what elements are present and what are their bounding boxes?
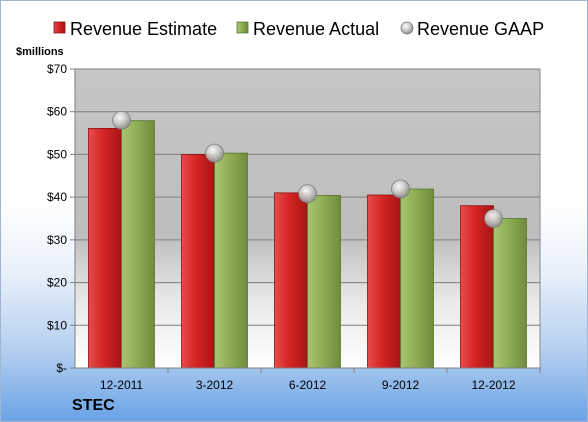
- y-tick-label: $-: [56, 361, 67, 375]
- estimate-bar: [460, 205, 494, 369]
- x-tick-label: 12-2012: [471, 378, 515, 392]
- unit-label: $millions: [16, 46, 64, 58]
- y-tick-label: $20: [47, 276, 67, 290]
- x-tick-label: 12-2011: [100, 378, 143, 392]
- x-tick-label: 3-2012: [196, 378, 234, 392]
- y-tick-label: $50: [47, 147, 67, 161]
- y-tick-label: $30: [47, 233, 67, 247]
- estimate-bar: [274, 192, 308, 369]
- y-tick-label: $40: [47, 190, 67, 204]
- estimate-bar: [181, 154, 215, 369]
- y-tick-label: $10: [47, 318, 67, 332]
- gaap-marker: [205, 143, 224, 163]
- estimate-bar: [367, 194, 401, 369]
- y-tick-label: $60: [47, 105, 67, 119]
- axes: $- $10 $20 $30 $40 $50 $60 $70 12-2011 3-2012 6-20…: [47, 62, 541, 392]
- legend-swatch: [53, 21, 66, 34]
- actual-bar: [121, 120, 155, 369]
- legend-entry: Revenue GAAP: [417, 19, 544, 39]
- legend: Revenue Estimate Revenue Actual Revenue GA…: [53, 19, 544, 39]
- legend-swatch: [400, 21, 414, 35]
- actual-bar: [493, 218, 527, 369]
- gaap-marker: [484, 209, 503, 228]
- gaap-marker: [298, 184, 317, 204]
- legend-entry: Revenue Estimate: [70, 19, 217, 39]
- actual-bar: [400, 188, 434, 369]
- actual-bar: [214, 152, 248, 369]
- gaap-marker: [112, 110, 131, 130]
- gaap-marker: [391, 179, 410, 199]
- legend-swatch: [236, 21, 249, 34]
- estimate-bar: [88, 127, 122, 369]
- x-tick-label: 9-2012: [382, 378, 420, 392]
- bars: [88, 120, 527, 369]
- x-tick-label: 6-2012: [289, 378, 327, 392]
- actual-bar: [307, 195, 341, 369]
- company-label: STEC: [72, 397, 115, 414]
- gaap-markers: [112, 110, 503, 228]
- legend-entry: Revenue Actual: [253, 19, 379, 39]
- y-tick-label: $70: [47, 62, 67, 76]
